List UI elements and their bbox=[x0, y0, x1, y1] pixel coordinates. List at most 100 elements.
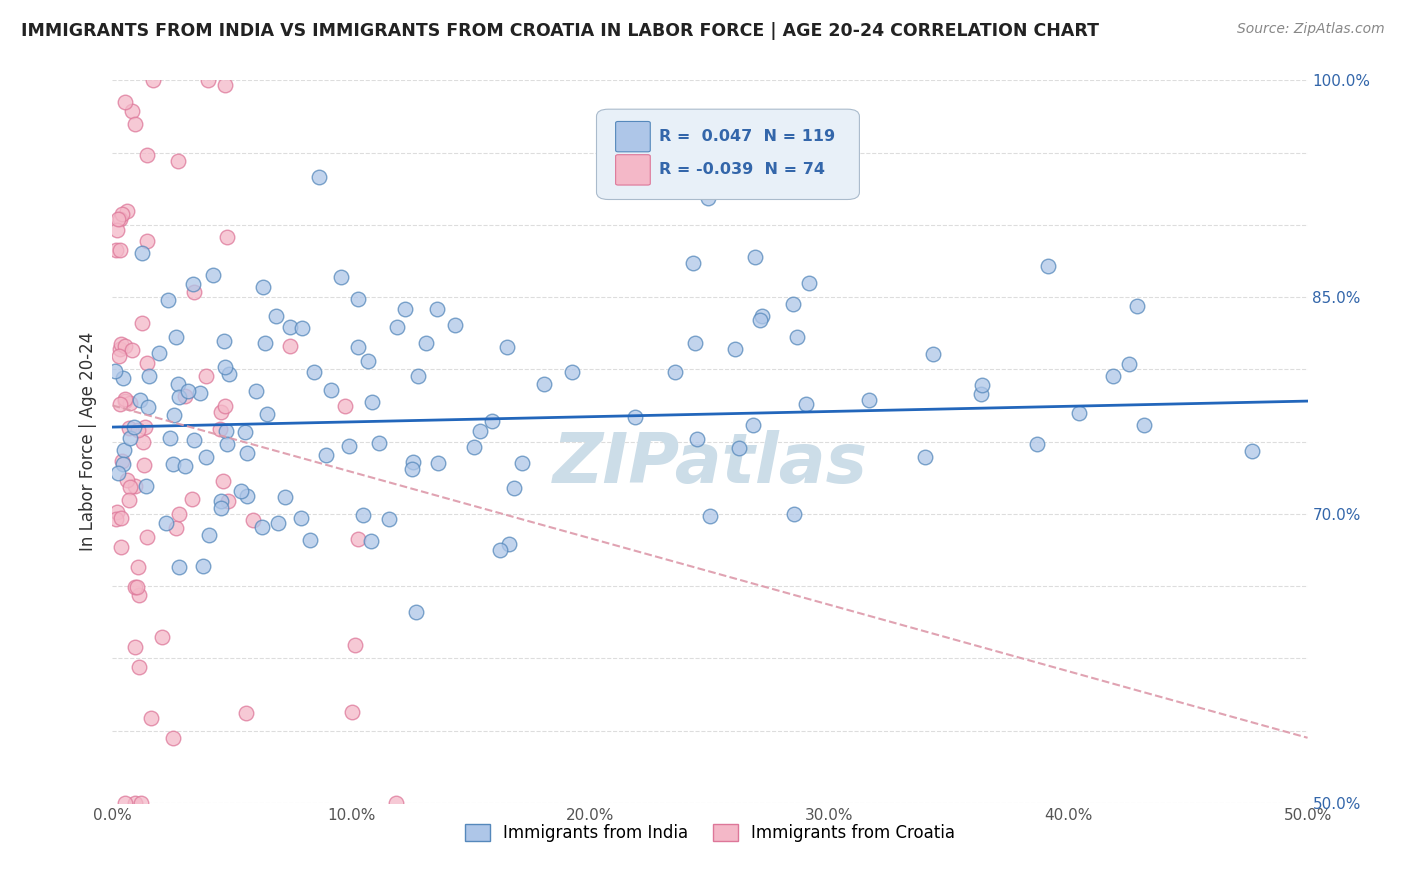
Point bbox=[624, 409, 647, 424]
Point bbox=[127, 423, 149, 437]
Point bbox=[114, 95, 136, 109]
Point bbox=[181, 277, 204, 292]
Point bbox=[299, 533, 322, 547]
Point bbox=[108, 243, 131, 257]
Point bbox=[183, 433, 205, 447]
Point bbox=[198, 528, 221, 542]
Point bbox=[111, 207, 134, 221]
Point bbox=[783, 507, 806, 521]
Text: IMMIGRANTS FROM INDIA VS IMMIGRANTS FROM CROATIA IN LABOR FORCE | AGE 20-24 CORR: IMMIGRANTS FROM INDIA VS IMMIGRANTS FROM… bbox=[21, 22, 1099, 40]
Point bbox=[1036, 259, 1059, 273]
Point bbox=[503, 481, 526, 495]
Point bbox=[510, 456, 533, 470]
Point bbox=[1026, 437, 1049, 451]
Point bbox=[264, 309, 287, 323]
Point bbox=[127, 560, 149, 574]
Point bbox=[155, 516, 177, 531]
Point bbox=[114, 338, 136, 352]
Point bbox=[236, 446, 259, 460]
Point bbox=[302, 365, 325, 379]
Point bbox=[124, 479, 146, 493]
Point bbox=[209, 494, 232, 508]
Point bbox=[1132, 418, 1154, 433]
Point bbox=[188, 385, 211, 400]
Point bbox=[120, 395, 142, 409]
Point bbox=[114, 796, 136, 810]
Point bbox=[751, 309, 773, 323]
Point bbox=[742, 417, 765, 432]
Point bbox=[156, 293, 179, 308]
Point bbox=[132, 434, 155, 449]
Point bbox=[217, 494, 239, 508]
Point bbox=[110, 511, 132, 525]
Point bbox=[728, 441, 751, 455]
Point bbox=[415, 335, 437, 350]
Point bbox=[104, 364, 127, 378]
Point bbox=[202, 268, 225, 282]
Point bbox=[686, 432, 709, 446]
Point bbox=[444, 318, 467, 332]
Point bbox=[112, 442, 135, 457]
Point bbox=[387, 320, 409, 334]
Point bbox=[167, 153, 190, 168]
Point bbox=[135, 356, 157, 370]
Point bbox=[214, 360, 236, 375]
Point bbox=[177, 384, 200, 399]
Point bbox=[194, 368, 217, 383]
Point bbox=[1067, 406, 1090, 420]
Point bbox=[124, 580, 146, 594]
Point bbox=[797, 276, 820, 290]
Point bbox=[129, 796, 152, 810]
Point bbox=[229, 484, 252, 499]
Point bbox=[252, 280, 274, 294]
Point bbox=[197, 73, 219, 87]
Point bbox=[115, 473, 138, 487]
Point bbox=[104, 243, 127, 257]
Point bbox=[796, 396, 818, 410]
Point bbox=[107, 466, 129, 480]
Point bbox=[744, 250, 766, 264]
Point bbox=[167, 377, 190, 392]
Point bbox=[356, 353, 378, 368]
Point bbox=[110, 336, 132, 351]
Point bbox=[114, 392, 136, 406]
Point bbox=[333, 400, 356, 414]
Point bbox=[136, 400, 159, 414]
Point bbox=[195, 450, 218, 464]
Point bbox=[360, 534, 382, 549]
Point bbox=[132, 458, 155, 473]
Point bbox=[167, 390, 190, 404]
Point bbox=[191, 559, 214, 574]
Point bbox=[128, 660, 150, 674]
Point bbox=[108, 349, 131, 363]
Point bbox=[290, 511, 312, 525]
Point bbox=[267, 516, 290, 531]
Point bbox=[111, 371, 134, 385]
Point bbox=[385, 796, 408, 810]
Point bbox=[128, 392, 150, 407]
Point bbox=[406, 368, 429, 383]
Point bbox=[122, 420, 145, 434]
Point bbox=[150, 630, 173, 644]
Point bbox=[112, 458, 135, 472]
Point bbox=[1118, 357, 1140, 371]
Point bbox=[488, 543, 510, 558]
Point bbox=[105, 512, 128, 526]
Point bbox=[254, 336, 277, 351]
Point bbox=[162, 408, 184, 422]
Point bbox=[496, 340, 519, 354]
Point bbox=[329, 270, 352, 285]
Point bbox=[117, 204, 139, 219]
Point bbox=[108, 397, 131, 411]
Point bbox=[1125, 299, 1147, 313]
Point bbox=[970, 378, 993, 392]
Point bbox=[215, 436, 238, 450]
Point bbox=[394, 301, 416, 316]
Point bbox=[167, 560, 190, 574]
Point bbox=[347, 293, 370, 307]
Point bbox=[361, 394, 384, 409]
Point bbox=[256, 407, 278, 421]
Point bbox=[724, 343, 747, 357]
Point bbox=[124, 796, 146, 810]
Point bbox=[1102, 369, 1125, 384]
